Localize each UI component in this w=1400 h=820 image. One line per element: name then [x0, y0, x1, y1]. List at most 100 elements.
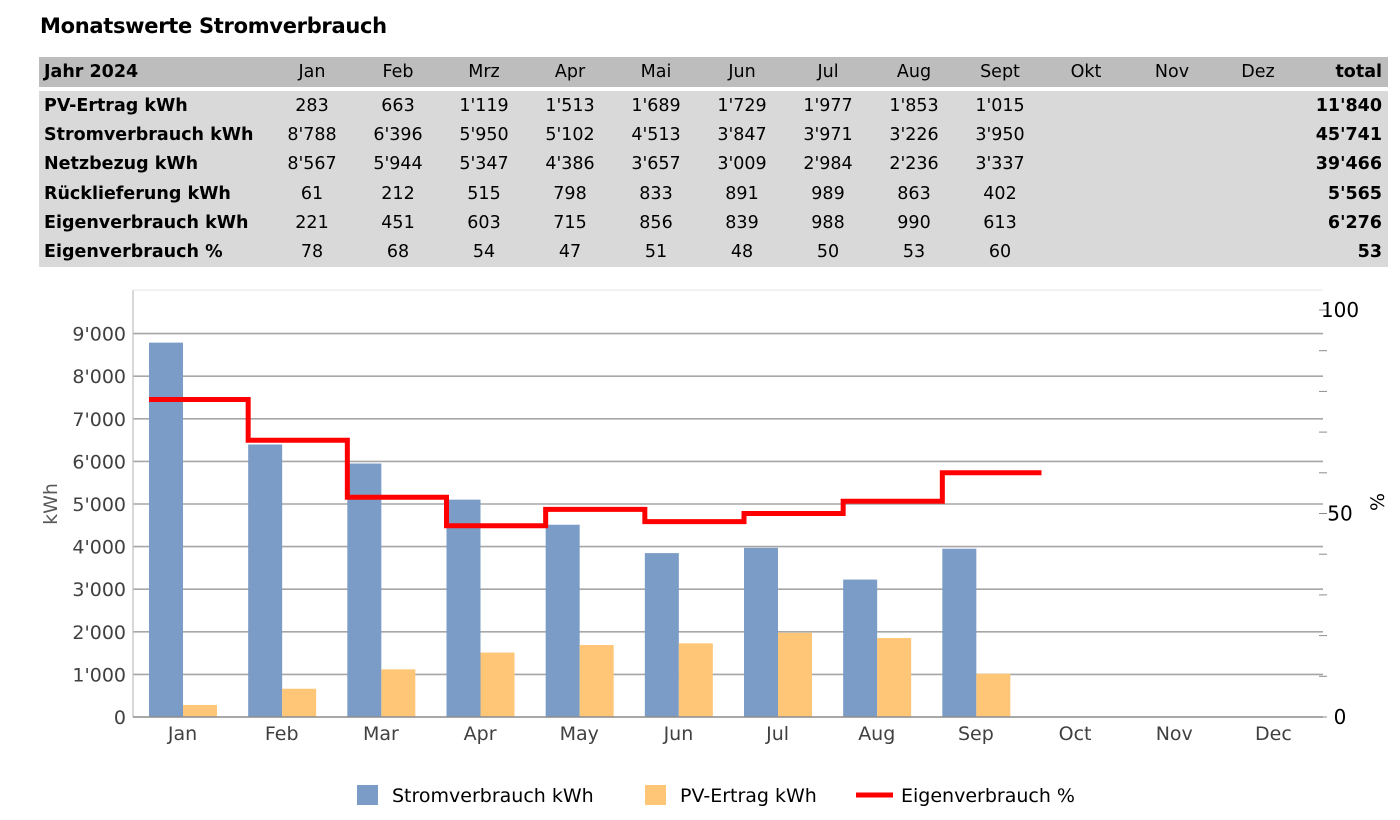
table-row-label: Stromverbrauch kWh	[44, 124, 254, 145]
table-cell: 5'102	[545, 124, 595, 145]
table-cell: 60	[988, 242, 1012, 263]
y-tick-label: 6'000	[72, 451, 126, 473]
table-cell: 3'226	[889, 124, 939, 145]
table-row: Stromverbrauch kWh 8'788 6'396 5'950 5'102 4'…	[39, 120, 1388, 150]
table-cell	[1043, 120, 1129, 149]
x-tick-label: Mar	[363, 723, 399, 745]
x-tick-label: Apr	[464, 723, 497, 745]
table-cell: 8'567	[287, 154, 337, 175]
legend-label-stromverbrauch: Stromverbrauch kWh	[392, 785, 594, 807]
table-cell: 891	[725, 183, 759, 204]
table-cell	[1129, 120, 1215, 149]
table-cell: 53	[902, 242, 926, 263]
table-cell: 663	[381, 95, 415, 116]
table-row-label: Eigenverbrauch kWh	[44, 212, 249, 233]
table-cell: 3'971	[803, 124, 853, 145]
table-header-month: Okt	[1070, 62, 1102, 82]
x-tick-label: Jan	[167, 723, 197, 745]
bar-stromverbrauch	[446, 499, 481, 717]
table-cell: 863	[897, 183, 931, 204]
y2-axis-title: %	[1367, 493, 1389, 511]
table-cell	[1129, 237, 1215, 266]
table-cell: 798	[553, 183, 587, 204]
y-tick-label: 2'000	[72, 622, 126, 644]
table-cell	[1129, 150, 1215, 179]
y-tick-label: 9'000	[72, 324, 126, 346]
table-header-month: Sept	[980, 62, 1020, 82]
table-cell	[1215, 91, 1301, 120]
y2-tick-label: 100	[1321, 298, 1359, 322]
table-cell	[1043, 237, 1129, 266]
table-cell: 989	[811, 183, 845, 204]
table-header-month: Jul	[817, 62, 839, 82]
table-header-month: Dez	[1241, 62, 1275, 82]
table-header-row: Jahr 2024 Jan Feb Mrz Apr Mai Jun Jul Au…	[39, 57, 1388, 87]
table-cell: 1'729	[717, 95, 767, 116]
table-cell: 221	[295, 212, 329, 233]
bar-stromverbrauch	[545, 524, 580, 717]
table-header-month: Feb	[382, 62, 414, 82]
table-row-label: PV-Ertrag kWh	[44, 95, 188, 116]
table-header-month: Jan	[298, 62, 326, 82]
x-tick-label: Aug	[858, 723, 895, 745]
table-cell: 51	[644, 242, 668, 263]
legend-swatch-stromverbrauch	[357, 785, 378, 805]
bar-stromverbrauch	[248, 444, 283, 717]
bar-stromverbrauch	[644, 553, 679, 717]
table-cell	[1129, 208, 1215, 237]
table-cell: 1'853	[889, 95, 939, 116]
bar-pv-ertrag	[381, 669, 416, 717]
y2-tick-label: 50	[1327, 502, 1352, 526]
x-tick-label: Dec	[1255, 723, 1292, 745]
bar-stromverbrauch	[744, 547, 778, 717]
table-row-label: Rücklieferung kWh	[44, 183, 231, 204]
bar-pv-ertrag	[183, 704, 217, 717]
table-cell: 2'236	[889, 154, 939, 175]
table-cell	[1043, 150, 1129, 179]
table-cell: 47	[558, 242, 582, 263]
table-header-year: Jahr 2024	[44, 62, 139, 82]
x-tick-label: Nov	[1156, 723, 1193, 745]
monthly-values-table: Jahr 2024 Jan Feb Mrz Apr Mai Jun Jul Au…	[39, 57, 1388, 267]
table-cell: 613	[983, 212, 1017, 233]
table-cell: 1'689	[631, 95, 681, 116]
table-header-total: total	[1335, 62, 1382, 82]
axes: 0 1'000 2'000 3'000 4'000 5'000 6'000 7'000 8'00…	[40, 289, 1389, 745]
table-header-month: Mrz	[468, 62, 500, 82]
bar-pv-ertrag	[678, 643, 713, 717]
grid-lines	[133, 332, 1323, 676]
table-cell: 50	[816, 242, 840, 263]
table-cell: 54	[472, 242, 496, 263]
line-eigenverbrauch	[149, 397, 1042, 529]
table-cell: 4'386	[545, 154, 595, 175]
table-cell: 5'950	[459, 124, 509, 145]
table-cell	[1215, 179, 1301, 208]
table-cell: 3'847	[717, 124, 767, 145]
table-cell: 603	[467, 212, 501, 233]
table-row: PV-Ertrag kWh 283 663 1'119 1'513 1'689 1'729 1…	[39, 91, 1388, 121]
table-cell: 68	[386, 242, 410, 263]
table-cell-total: 45'741	[1315, 124, 1382, 145]
table-header-month: Apr	[554, 62, 586, 82]
bar-pv-ertrag	[976, 673, 1011, 717]
bar-pv-ertrag	[480, 652, 515, 717]
x-tick-label: Feb	[265, 723, 299, 745]
table-row: Netzbezug kWh 8'567 5'944 5'347 4'386 3'657 3'…	[39, 149, 1388, 179]
legend-label-eigenverbrauch: Eigenverbrauch %	[901, 785, 1075, 807]
table-row-label: Eigenverbrauch %	[44, 242, 223, 263]
y-tick-label: 7'000	[72, 409, 126, 431]
table-cell: 990	[897, 212, 931, 233]
legend-label-pv-ertrag: PV-Ertrag kWh	[680, 785, 817, 807]
table-header-month: Jun	[728, 62, 756, 82]
table-cell: 3'657	[631, 154, 681, 175]
table-cell: 402	[983, 183, 1017, 204]
table-cell: 1'015	[975, 95, 1025, 116]
bar-stromverbrauch	[347, 463, 382, 717]
legend: Stromverbrauch kWh PV-Ertrag kWh Eigenverb…	[357, 785, 1075, 807]
bar-stromverbrauch	[149, 342, 183, 717]
table-cell: 1'513	[545, 95, 595, 116]
table-cell: 5'944	[373, 154, 423, 175]
table-cell: 3'337	[975, 154, 1025, 175]
table-cell: 48	[730, 242, 754, 263]
table-cell	[1043, 208, 1129, 237]
